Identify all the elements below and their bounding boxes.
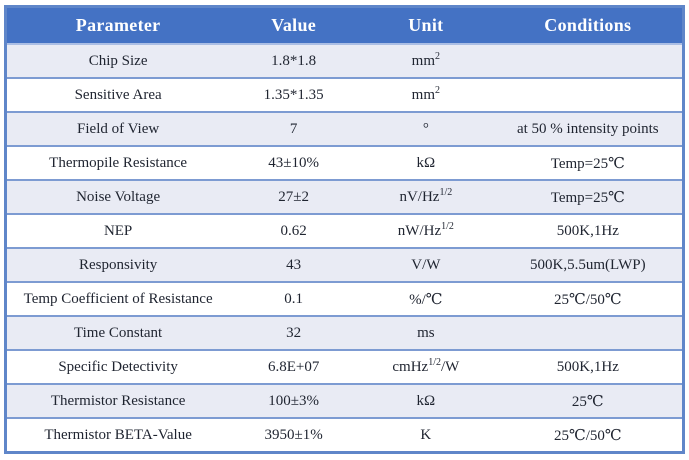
unit-cell: mm2	[358, 77, 494, 112]
column-header-parameter: Parameter	[5, 6, 230, 45]
parameter-cell: Thermistor Resistance	[5, 383, 230, 418]
parameter-cell: Field of View	[5, 111, 230, 146]
conditions-cell: 25℃	[493, 383, 684, 418]
unit-cell: K	[358, 417, 494, 453]
conditions-cell: 500K,1Hz	[493, 213, 684, 248]
header-row: Parameter Value Unit Conditions	[5, 6, 684, 45]
conditions-cell: 25℃/50℃	[493, 281, 684, 316]
conditions-cell	[494, 44, 684, 78]
parameter-cell: Thermistor BETA-Value	[5, 417, 230, 453]
parameter-cell: Chip Size	[88, 52, 148, 69]
value-cell: 1.8*1.8	[271, 52, 317, 69]
table-row: Thermistor Resistance 100±3% kΩ 25℃	[5, 383, 684, 418]
table-row: Temp Coefficient of Resistance 0.1 %/℃ 25℃/…	[5, 281, 684, 316]
value-cell: 0.1	[229, 281, 359, 316]
table-row: Noise Voltage 27±2 nV/Hz1/2 Temp=25℃	[5, 179, 684, 214]
spec-table: Parameter Value Unit Conditions Chip Siz…	[4, 5, 685, 454]
value-cell: 100±3%	[229, 383, 359, 418]
value-cell: 1.35*1.35	[229, 77, 359, 112]
conditions-cell: Temp=25℃	[493, 145, 684, 180]
table-row: Field of View 7 ° at 50 % intensity points	[5, 111, 684, 146]
table-row: Responsivity 43 V/W 500K,5.5um(LWP)	[5, 247, 684, 282]
table-row: Chip Size 1.8*1.8 mm2	[5, 44, 684, 78]
table-row: Thermistor BETA-Value 3950±1% K 25℃/50℃	[5, 417, 684, 453]
conditions-cell	[493, 77, 684, 112]
value-cell: 6.8E+07	[229, 349, 359, 384]
unit-cell: ms	[358, 315, 494, 350]
value-cell: 0.62	[229, 213, 359, 248]
parameter-cell: Thermopile Resistance	[5, 145, 230, 180]
unit-cell: nW/Hz1/2	[358, 213, 494, 248]
unit-cell: cmHz1/2/W	[358, 349, 494, 384]
unit-cell: mm2	[411, 50, 441, 69]
value-cell: 43	[229, 247, 359, 282]
column-header-unit: Unit	[358, 6, 494, 45]
conditions-cell: 500K,5.5um(LWP)	[493, 247, 684, 282]
table-row: Specific Detectivity 6.8E+07 cmHz1/2/W 500K…	[5, 349, 684, 384]
unit-cell: %/℃	[358, 281, 494, 316]
parameter-cell: Sensitive Area	[5, 77, 230, 112]
value-cell: 27±2	[229, 179, 359, 214]
unit-cell: V/W	[358, 247, 494, 282]
conditions-cell: Temp=25℃	[493, 179, 684, 214]
value-cell: 7	[229, 111, 359, 146]
parameter-cell: Time Constant	[5, 315, 230, 350]
table-row: Time Constant 32 ms	[5, 315, 684, 350]
unit-cell: nV/Hz1/2	[358, 179, 494, 214]
value-cell: 43±10%	[229, 145, 359, 180]
table-row: Thermopile Resistance 43±10% kΩ Temp=25℃	[5, 145, 684, 180]
conditions-cell: at 50 % intensity points	[493, 111, 684, 146]
parameter-cell: NEP	[5, 213, 230, 248]
column-header-conditions: Conditions	[493, 6, 684, 45]
parameter-cell: Responsivity	[5, 247, 230, 282]
value-cell: 3950±1%	[229, 417, 359, 453]
table-body: Chip Size 1.8*1.8 mm2 Sensitive Area 1.35*1.…	[5, 44, 684, 453]
unit-cell: kΩ	[358, 145, 494, 180]
parameter-cell: Specific Detectivity	[5, 349, 230, 384]
unit-cell: °	[358, 111, 494, 146]
table-row: Sensitive Area 1.35*1.35 mm2	[5, 77, 684, 112]
conditions-cell: 500K,1Hz	[493, 349, 684, 384]
parameter-cell: Temp Coefficient of Resistance	[5, 281, 230, 316]
conditions-cell: 25℃/50℃	[493, 417, 684, 453]
parameter-cell: Noise Voltage	[5, 179, 230, 214]
table-row: NEP 0.62 nW/Hz1/2 500K,1Hz	[5, 213, 684, 248]
value-cell: 32	[229, 315, 359, 350]
unit-cell: kΩ	[358, 383, 494, 418]
column-header-value: Value	[229, 6, 359, 45]
conditions-cell	[493, 315, 684, 350]
